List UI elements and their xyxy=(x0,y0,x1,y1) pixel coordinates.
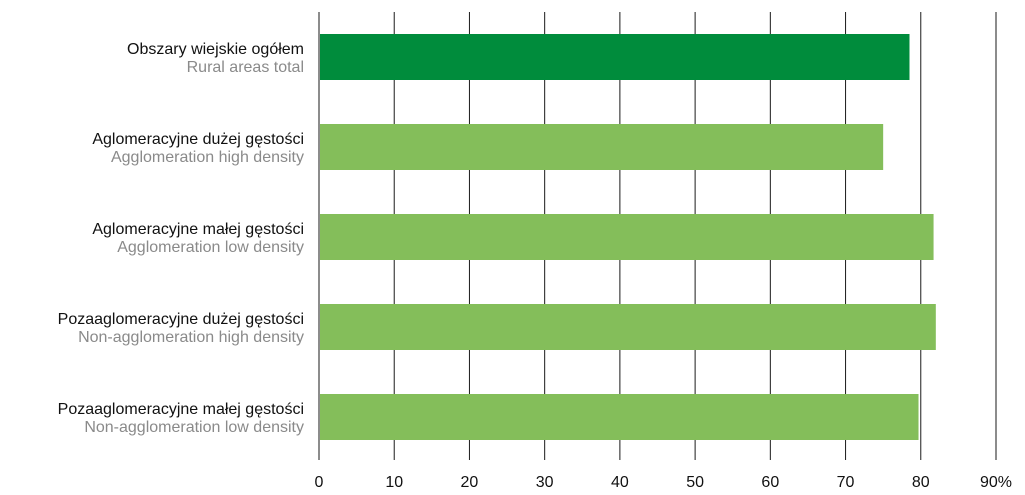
category-label-en: Rural areas total xyxy=(187,59,304,76)
x-tick-label: 20 xyxy=(461,474,479,490)
category-label-pl: Pozaaglomeracyjne dużej gęstości xyxy=(58,311,304,328)
bar xyxy=(320,394,919,440)
category-label-pl: Aglomeracyjne dużej gęstości xyxy=(92,131,304,148)
x-tick-label: 90% xyxy=(980,474,1012,490)
x-tick-label: 60 xyxy=(761,474,779,490)
x-tick-label: 50 xyxy=(686,474,704,490)
bar xyxy=(320,304,936,350)
x-axis-ticks: 0 10 20 30 40 50 60 70 80 90% xyxy=(315,474,1012,491)
category-label-en: Agglomeration high density xyxy=(111,149,304,166)
bar xyxy=(320,34,910,80)
x-tick-label: 80 xyxy=(912,474,930,490)
bar xyxy=(320,124,884,170)
x-tick-label: 10 xyxy=(385,474,403,490)
x-tick-label: 40 xyxy=(611,474,629,490)
x-tick-label: 0 xyxy=(315,474,324,490)
category-label-en: Agglomeration low density xyxy=(117,239,304,256)
x-tick-label: 30 xyxy=(536,474,554,490)
category-label-en: Non-agglomeration high density xyxy=(78,329,304,346)
category-label-pl: Pozaaglomeracyjne małej gęstości xyxy=(58,401,304,418)
category-label-en: Non-agglomeration low density xyxy=(84,419,304,436)
bar xyxy=(320,214,934,260)
bars xyxy=(320,34,936,440)
x-tick-label: 70 xyxy=(837,474,855,490)
category-label-pl: Obszary wiejskie ogółem xyxy=(127,41,304,58)
category-label-pl: Aglomeracyjne małej gęstości xyxy=(92,221,304,238)
